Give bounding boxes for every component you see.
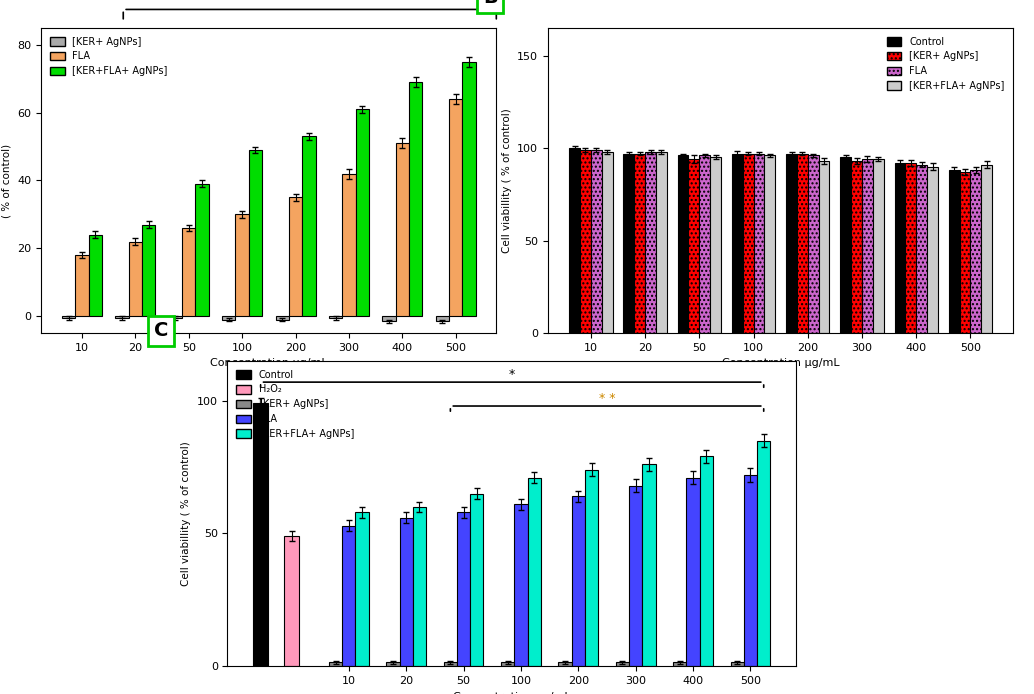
Bar [62,316,75,318]
Bar [851,161,862,333]
Bar [731,662,743,666]
Bar [514,505,527,666]
Bar [873,159,884,333]
Bar [253,403,268,666]
Bar [356,512,369,666]
Bar [75,255,89,316]
Bar [906,163,916,333]
Bar [616,662,629,666]
Bar [342,525,356,666]
Bar [656,152,667,333]
Bar [572,496,585,666]
Bar [195,184,209,316]
Bar [329,662,342,666]
Bar [743,475,757,666]
Bar [862,159,873,333]
Bar [742,153,754,333]
Bar [470,493,484,666]
Bar [302,136,315,316]
Bar [444,662,457,666]
Bar [689,159,699,333]
Bar [757,441,770,666]
Bar [329,316,342,318]
Bar [275,316,288,319]
Bar [284,536,299,666]
Bar [413,507,426,666]
Bar [169,316,182,318]
Bar [764,155,776,333]
Bar [222,316,236,319]
Bar [949,170,960,333]
Bar [462,62,476,316]
Bar [590,150,602,333]
Bar [710,158,721,333]
Bar [142,225,155,316]
Bar [558,662,572,666]
Bar [342,174,356,316]
Bar [971,170,981,333]
Bar [927,167,938,333]
Legend: Control, [KER+ AgNPs], FLA, [KER+FLA+ AgNPs]: Control, [KER+ AgNPs], FLA, [KER+FLA+ Ag… [883,33,1008,95]
Bar [116,316,129,318]
Legend: [KER+ AgNPs], FLA, [KER+FLA+ AgNPs]: [KER+ AgNPs], FLA, [KER+FLA+ AgNPs] [47,33,172,80]
Bar [786,153,797,333]
Bar [580,150,590,333]
Bar [408,82,422,316]
Bar [624,153,634,333]
Bar [89,235,102,316]
Text: C: C [153,321,168,341]
Bar [182,228,195,316]
Bar [129,242,142,316]
Bar [981,164,993,333]
Bar [356,109,369,316]
Bar [501,662,514,666]
X-axis label: Concentration μg/mL: Concentration μg/mL [210,358,328,369]
Bar [677,155,689,333]
Text: * *: * * [599,391,615,405]
Bar [645,152,656,333]
Text: B: B [483,0,497,8]
Bar [602,152,612,333]
Bar [396,143,408,316]
Bar [754,153,764,333]
Bar [819,161,829,333]
Legend: Control, H₂O₂, [KER+ AgNPs], FLA, [KER+FLA+ AgNPs]: Control, H₂O₂, [KER+ AgNPs], FLA, [KER+F… [233,366,358,443]
Bar [449,99,462,316]
Bar [699,155,710,333]
Bar [916,164,927,333]
Bar [585,470,599,666]
Y-axis label: Cell viabillity ( % of control): Cell viabillity ( % of control) [501,108,512,253]
Bar [673,662,687,666]
X-axis label: Concentration μg/mL: Concentration μg/mL [453,691,571,694]
Bar [797,153,808,333]
Bar [841,158,851,333]
Bar [387,662,399,666]
Bar [894,163,906,333]
Bar [435,316,449,321]
Bar [687,477,700,666]
Bar [732,153,742,333]
Text: *: * [509,368,515,381]
X-axis label: Concentration μg/mL: Concentration μg/mL [722,358,840,369]
Bar [629,486,642,666]
Bar [642,464,656,666]
Bar [249,150,263,316]
Bar [236,214,249,316]
Bar [700,457,713,666]
Y-axis label: DPPH radical scavenging effect
( % of control): DPPH radical scavenging effect ( % of co… [0,99,12,262]
Bar [527,477,541,666]
Bar [399,518,413,666]
Bar [960,172,971,333]
Bar [383,316,396,321]
Bar [569,148,580,333]
Bar [288,197,302,316]
Bar [457,512,470,666]
Bar [634,153,645,333]
Y-axis label: Cell viabillity ( % of control): Cell viabillity ( % of control) [181,441,191,586]
Bar [808,155,819,333]
